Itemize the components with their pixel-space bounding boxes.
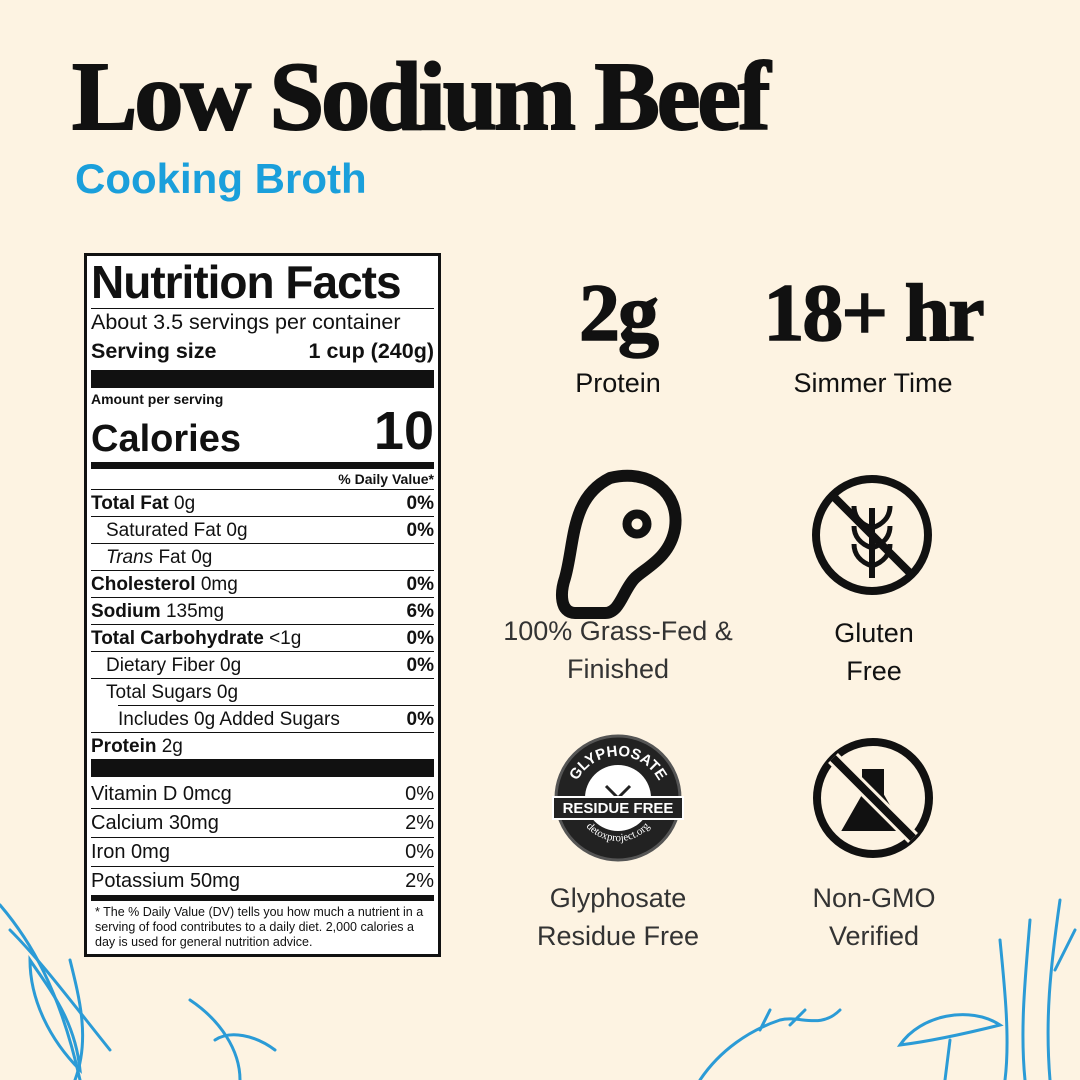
footnote: * The % Daily Value (DV) tells you how m… (95, 905, 424, 949)
calories-value: 10 (373, 401, 434, 461)
micronutrient-name: Vitamin D (91, 782, 178, 805)
nutrient-dv: 0% (406, 654, 434, 676)
badge-label: Non-GMO Verified (812, 883, 936, 952)
stat-value: 2g (578, 267, 660, 358)
herb-stem (8, 928, 112, 1052)
micronutrient-dv: 2% (405, 870, 434, 892)
calories: Calories 10 (91, 404, 434, 460)
nutrient-name: Total Sugars (106, 681, 212, 703)
micronutrient-dv: 2% (405, 812, 434, 834)
mushroom (896, 1013, 1004, 1080)
nutrient-amount: 2g (161, 735, 183, 757)
herb-stem (0, 903, 82, 1080)
nutrient-dv: 0% (406, 573, 434, 595)
nutrient-name: Fat (158, 546, 186, 568)
amount-per-serving: Amount per serving (91, 391, 224, 407)
nutrient-row: Dietary Fiber 0g 0% (91, 651, 434, 678)
micronutrient-name: Potassium (91, 870, 185, 892)
nutrient-row: Total Fat 0g 0% (91, 489, 434, 516)
garlic (188, 998, 277, 1080)
nutrition-title: Nutrition Facts (91, 256, 402, 308)
nutrient-name: Sodium (91, 600, 161, 622)
stat-label: Simmer Time (793, 368, 953, 398)
micronutrient-row: Iron 0mg 0% (91, 837, 434, 866)
micronutrient-amount: 0mcg (182, 782, 232, 805)
serving-size-value: 1 cup (240g) (308, 339, 434, 364)
nutrient-row: Cholesterol 0mg 0% (91, 570, 434, 597)
stat: 2g Protein (518, 267, 718, 399)
gluten-free-icon (812, 475, 932, 595)
dv-header: % Daily Value* (338, 471, 434, 487)
micronutrient-name: Iron (91, 841, 126, 863)
divider (91, 759, 434, 777)
nutrient-row: Protein 2g (91, 732, 434, 759)
nutrient-dv: 0% (406, 627, 434, 649)
nutrient-row: Trans Fat 0g (91, 543, 434, 570)
leek (998, 898, 1077, 1080)
nutrient-amount: 0g (216, 681, 239, 703)
micronutrient-row: Calcium 30mg 2% (91, 808, 434, 837)
micronutrient-amount: 30mg (168, 812, 219, 834)
badge-label: 100% Grass-Fed & Finished (503, 616, 733, 685)
nutrient-amount: 135mg (165, 600, 225, 622)
calories-label: Calories (91, 418, 241, 460)
nutrient-name: Protein (91, 735, 157, 757)
nutrient-name: Saturated Fat (106, 519, 222, 541)
subtitle: Cooking Broth (75, 155, 367, 202)
nutrient-name: Total Fat (91, 492, 169, 514)
non-gmo-icon (813, 738, 933, 858)
micronutrient-name: Calcium (91, 812, 164, 834)
nutrient-name: Cholesterol (91, 573, 196, 595)
serving-size-label: Serving size (91, 339, 217, 364)
micronutrient-amount: 50mg (189, 870, 240, 892)
nutrient-amount: 0g (220, 654, 242, 676)
stat-label: Protein (575, 368, 661, 398)
seal-ribbon-text: RESIDUE FREE (563, 800, 674, 817)
nutrient-row: Total Sugars 0g (91, 678, 434, 705)
badge-label: Gluten Free (834, 618, 914, 687)
nutrient-name: Total Carbohydrate (91, 627, 264, 649)
serving-size: Serving size 1 cup (240g) (91, 337, 434, 367)
title: Low Sodium Beef (71, 43, 772, 151)
steak-icon (556, 469, 682, 619)
nutrient-amount: 0g (191, 546, 213, 568)
nutrient-dv: 0% (406, 492, 434, 514)
stat-value: 18+ hr (763, 267, 986, 358)
nutrient-row: Sodium 135mg 6% (91, 597, 434, 624)
micronutrient-row: Potassium 50mg 2% (91, 866, 434, 895)
servings: About 3.5 servings per container (91, 308, 434, 337)
divider (91, 462, 434, 469)
nutrient-name: Includes 0g Added Sugars (118, 708, 340, 730)
nutrient-row: Total Carbohydrate <1g 0% (91, 624, 434, 651)
micronutrient-row: Vitamin D 0mcg 0% (91, 779, 434, 808)
divider (91, 895, 434, 901)
micronutrient-dv: 0% (405, 782, 434, 805)
glyphosate-seal: GLYPHOSATE RESIDUE FREE detoxproject.org (552, 734, 684, 862)
herb (698, 1008, 842, 1080)
nutrient-dv: 0% (406, 519, 434, 541)
nutrient-name: Dietary Fiber (106, 654, 215, 676)
nutrient-prefix: Trans (106, 546, 154, 568)
badge-label: Glyphosate Residue Free (536, 883, 700, 952)
nutrient-row: Includes 0g Added Sugars 0% (118, 705, 434, 732)
nutrient-row: Saturated Fat 0g 0% (91, 516, 434, 543)
nutrient-amount: 0mg (200, 573, 238, 595)
pepper (28, 955, 82, 1075)
nutrition-label: Nutrition Facts About 3.5 servings per c… (84, 253, 441, 957)
micronutrient-dv: 0% (405, 841, 434, 863)
pepper (68, 958, 85, 1080)
nutrient-dv: 0% (406, 708, 434, 730)
micronutrient-amount: 0mg (131, 841, 170, 863)
nutrient-amount: <1g (269, 627, 302, 649)
stat: 18+ hr Simmer Time (733, 267, 1013, 399)
nutrient-amount: 0g (226, 519, 248, 541)
divider (91, 370, 434, 388)
nutrient-amount: 0g (174, 492, 196, 514)
nutrient-dv: 6% (406, 600, 434, 622)
